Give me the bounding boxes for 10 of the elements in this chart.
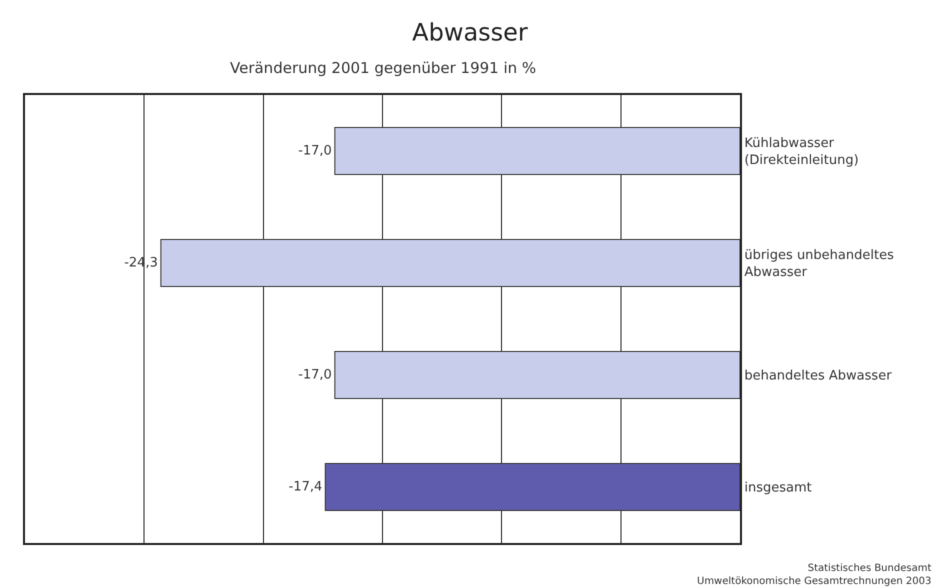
chart-subtitle: Veränderung 2001 gegenüber 1991 in % [230,59,536,77]
y-tick-label: Kühlabwasser (Direkteinleitung) [744,136,859,168]
data-label: -17,0 [298,368,332,382]
y-tick-label: übriges unbehandeltes Abwasser [744,248,894,280]
y-tick-label: insgesamt [744,480,812,496]
y-tick-label: behandeltes Abwasser [744,368,892,384]
chart-title: Abwasser [412,18,528,46]
text: Statistisches Bundesamt Umweltökonomische Gesamtrechnungen 2003 [697,563,932,587]
data-label: -17,0 [298,144,332,158]
data-label: -17,4 [288,480,322,494]
